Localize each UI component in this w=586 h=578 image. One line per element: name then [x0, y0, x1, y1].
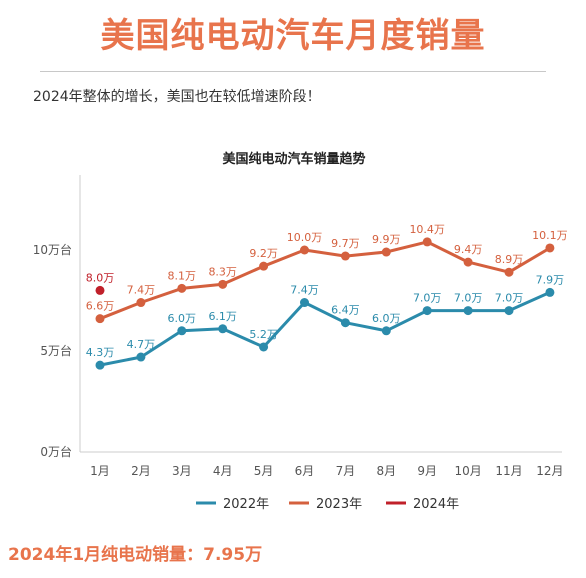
x-tick-label: 1月	[90, 464, 110, 478]
title-divider	[40, 71, 546, 72]
data-label: 4.7万	[127, 338, 156, 351]
x-tick-label: 6月	[295, 464, 315, 478]
data-label: 7.0万	[454, 292, 483, 305]
data-label: 8.1万	[168, 269, 197, 282]
data-point	[95, 360, 105, 370]
legend-label: 2022年	[223, 497, 269, 512]
data-point	[340, 318, 350, 328]
data-label: 6.0万	[372, 312, 401, 325]
data-point	[422, 306, 432, 316]
legend-label: 2024年	[413, 497, 459, 512]
data-point	[300, 245, 309, 255]
data-point	[463, 306, 473, 316]
x-tick-label: 3月	[172, 464, 192, 478]
data-label: 7.0万	[413, 292, 442, 305]
data-point	[95, 314, 105, 324]
data-point	[95, 285, 105, 295]
data-label: 7.4万	[290, 284, 319, 297]
x-tick-label: 4月	[213, 464, 233, 478]
footer-note: 2024年1月纯电动销量：7.95万	[8, 545, 263, 565]
data-label: 10.0万	[287, 231, 323, 244]
data-label: 6.6万	[86, 300, 115, 313]
legend-label: 2023年	[316, 497, 362, 512]
data-label: 10.1万	[532, 229, 568, 242]
series-line	[99, 291, 551, 367]
data-point	[218, 279, 228, 289]
x-tick-label: 2月	[131, 464, 151, 478]
x-tick-label: 10月	[454, 464, 481, 478]
data-point	[504, 267, 514, 277]
x-tick-label: 12月	[536, 464, 563, 478]
data-label: 7.9万	[536, 273, 565, 286]
y-tick-label: 10万台	[33, 242, 72, 257]
x-tick-label: 8月	[376, 464, 396, 478]
data-label: 6.1万	[208, 310, 237, 323]
data-point	[545, 243, 555, 253]
data-point	[545, 287, 555, 297]
data-label: 8.3万	[208, 265, 237, 278]
page-subtitle: 2024年整体的增长，美国也在较低增速阶段！	[33, 89, 321, 105]
data-label: 7.4万	[127, 284, 156, 297]
data-point	[218, 324, 228, 334]
x-tick-label: 5月	[254, 464, 274, 478]
data-point	[136, 352, 146, 362]
x-tick-label: 9月	[417, 464, 437, 478]
chart-title: 美国纯电动汽车销量趋势	[222, 151, 365, 167]
x-tick-label: 7月	[336, 464, 356, 478]
data-point	[177, 326, 187, 336]
data-point	[463, 257, 473, 267]
data-point	[422, 237, 432, 247]
data-point	[381, 326, 391, 336]
data-label: 9.7万	[331, 237, 360, 250]
data-label: 8.9万	[495, 253, 524, 266]
y-tick-label: 0万台	[40, 444, 72, 459]
series-line	[99, 240, 551, 321]
data-label: 6.4万	[331, 304, 360, 317]
data-label: 8.0万	[86, 271, 115, 284]
data-point	[136, 298, 146, 308]
data-point	[381, 247, 391, 257]
y-tick-label: 5万台	[40, 343, 72, 358]
data-point	[177, 283, 187, 293]
data-label: 7.0万	[495, 292, 524, 305]
data-point	[504, 306, 514, 316]
data-point	[259, 342, 269, 352]
page-title: 美国纯电动汽车月度销量	[100, 16, 486, 56]
data-label: 10.4万	[409, 223, 445, 236]
data-label: 9.4万	[454, 243, 483, 256]
x-tick-label: 11月	[495, 464, 522, 478]
data-label: 9.9万	[372, 233, 401, 246]
data-label: 4.3万	[86, 346, 115, 359]
data-point	[300, 298, 309, 308]
data-point	[340, 251, 350, 261]
data-label: 6.0万	[168, 312, 197, 325]
data-point	[259, 261, 269, 271]
data-label: 9.2万	[249, 247, 278, 260]
data-label: 5.2万	[249, 328, 278, 341]
